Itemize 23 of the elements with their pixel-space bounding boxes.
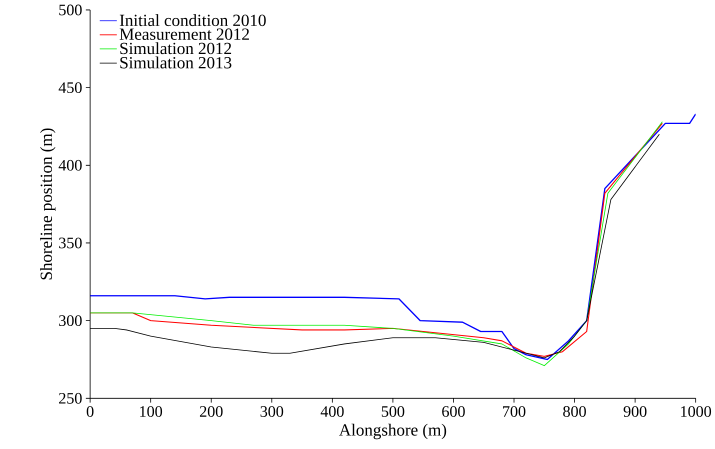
y-tick-label: 250 — [59, 392, 82, 404]
y-tick-label: 500 — [59, 4, 82, 16]
legend-label: Simulation 2012 — [120, 42, 232, 54]
legend-label: Initial condition 2010 — [120, 14, 266, 26]
y-tick-label: 300 — [59, 315, 82, 326]
x-tick-label: 200 — [200, 406, 223, 417]
x-tick-label: 1000 — [681, 406, 712, 417]
x-tick-label: 400 — [320, 406, 344, 417]
x-axis-title: Alongshore (m) — [339, 424, 446, 439]
x-tick-label: 900 — [624, 406, 646, 417]
x-tick-label: 100 — [140, 406, 162, 417]
legend-label: Measurement 2012 — [120, 28, 249, 40]
x-tick-label: 0 — [86, 406, 94, 417]
legend-label: Simulation 2013 — [120, 56, 232, 68]
y-tick-label: 350 — [59, 237, 82, 248]
x-tick-label: 600 — [442, 406, 465, 417]
y-axis-title: Shoreline position (m) — [40, 128, 56, 280]
x-tick-label: 300 — [260, 406, 284, 417]
y-tick-label: 400 — [58, 160, 82, 170]
y-tick-label: 450 — [58, 82, 82, 93]
x-tick-label: 800 — [563, 406, 586, 417]
x-tick-label: 700 — [503, 406, 526, 417]
x-tick-label: 500 — [382, 406, 404, 417]
